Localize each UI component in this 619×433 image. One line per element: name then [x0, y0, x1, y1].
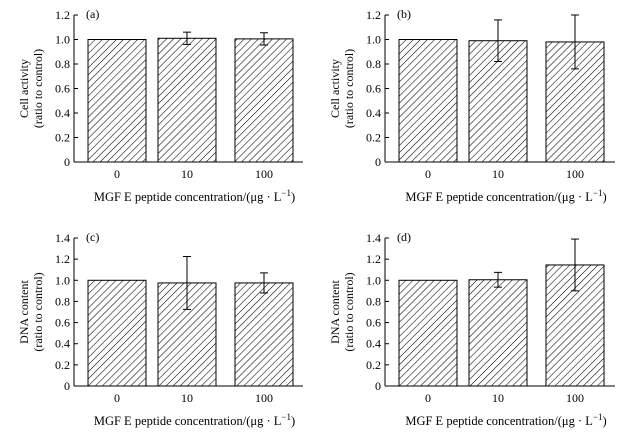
y-tick-label: 0.2 — [55, 358, 70, 372]
y-axis-title-line1: DNA content — [17, 280, 31, 344]
x-axis-title-end: ) — [602, 414, 606, 428]
bar-0 — [398, 279, 458, 387]
bar-100 — [234, 282, 294, 387]
x-axis-title-superscript: −1 — [593, 412, 603, 422]
y-tick-label: 0.2 — [366, 131, 381, 145]
x-tick-label: 100 — [566, 167, 584, 181]
y-tick-label: 0 — [375, 155, 381, 169]
y-tick-label: 1.2 — [55, 252, 70, 266]
y-tick-label: 0.8 — [366, 57, 381, 71]
x-tick-label: 10 — [181, 391, 193, 405]
x-axis-title: MGF E peptide concentration/(μg · L−1) — [94, 188, 295, 204]
bar-100 — [234, 38, 294, 163]
x-axis-title-main: MGF E peptide concentration/(μg · L — [94, 190, 282, 204]
x-tick-label: 100 — [255, 167, 273, 181]
panel-c: 0 0.2 0.4 0.6 0.8 1.0 1.2 1.4 0 10 100 (c) DNA conte… — [17, 230, 303, 428]
x-tick-label: 0 — [425, 391, 431, 405]
y-tick-label: 0.4 — [366, 337, 381, 351]
x-tick-label: 100 — [566, 391, 584, 405]
x-axis-title-superscript: −1 — [593, 188, 603, 198]
x-axis-title: MGF E peptide concentration/(μg · L−1) — [94, 412, 295, 428]
y-axis-title-line1: Cell activity — [328, 59, 342, 118]
y-tick-label: 0.8 — [55, 57, 70, 71]
y-tick-label: 1.0 — [366, 33, 381, 47]
x-axis-title-main: MGF E peptide concentration/(μg · L — [94, 414, 282, 428]
y-tick-label: 0 — [64, 379, 70, 393]
y-tick-label: 0.4 — [55, 337, 70, 351]
x-axis-title-end: ) — [291, 190, 295, 204]
y-tick-label: 0.6 — [366, 316, 381, 330]
x-tick-label: 0 — [114, 391, 120, 405]
y-tick-label: 0.6 — [55, 316, 70, 330]
panel-d: 0 0.2 0.4 0.6 0.8 1.0 1.2 1.4 0 10 100 (d) DNA conte… — [328, 230, 615, 428]
y-tick-label: 1.4 — [366, 231, 381, 245]
x-axis-title-superscript: −1 — [281, 412, 291, 422]
x-axis-title-end: ) — [291, 414, 295, 428]
y-tick-label: 0.2 — [366, 358, 381, 372]
x-tick-label: 10 — [492, 167, 504, 181]
y-tick-label: 0.8 — [366, 294, 381, 308]
panel-label: (d) — [397, 230, 411, 244]
panel-label: (a) — [86, 7, 99, 21]
panel-label: (c) — [86, 230, 99, 244]
panel-label: (b) — [397, 7, 411, 21]
x-tick-label: 10 — [181, 167, 193, 181]
y-tick-label: 0.6 — [55, 82, 70, 96]
y-tick-label: 0.4 — [55, 106, 70, 120]
y-tick-label: 0.2 — [55, 131, 70, 145]
x-tick-label: 100 — [255, 391, 273, 405]
x-tick-label: 0 — [114, 167, 120, 181]
x-axis-title: MGF E peptide concentration/(μg · L−1) — [405, 412, 606, 428]
x-axis-title-main: MGF E peptide concentration/(μg · L — [405, 190, 593, 204]
bar-0 — [398, 39, 458, 163]
y-axis-title-line1: Cell activity — [17, 59, 31, 118]
x-tick-label: 0 — [425, 167, 431, 181]
y-tick-label: 0 — [375, 379, 381, 393]
y-tick-label: 1.0 — [366, 273, 381, 287]
y-axis-title-line2: (ratio to control) — [342, 49, 356, 128]
y-tick-label: 0.6 — [366, 82, 381, 96]
y-tick-label: 1.2 — [366, 252, 381, 266]
y-tick-label: 1.0 — [55, 33, 70, 47]
y-tick-label: 0.4 — [366, 106, 381, 120]
y-axis-title-line2: (ratio to control) — [342, 272, 356, 351]
y-tick-label: 1.0 — [55, 273, 70, 287]
y-axis-title-line1: DNA content — [328, 280, 342, 344]
y-axis-title-line2: (ratio to control) — [31, 272, 45, 351]
bar-10 — [157, 37, 217, 163]
x-axis-title-end: ) — [602, 190, 606, 204]
y-tick-label: 1.4 — [55, 231, 70, 245]
y-tick-label: 1.2 — [366, 8, 381, 22]
panel-a: 0 0.2 0.4 0.6 0.8 1.0 1.2 0 10 100 (a) Cell activit… — [17, 7, 303, 204]
x-axis-title-superscript: −1 — [281, 188, 291, 198]
y-axis-title-line2: (ratio to control) — [31, 49, 45, 128]
x-axis-title: MGF E peptide concentration/(μg · L−1) — [405, 188, 606, 204]
y-tick-label: 0 — [64, 155, 70, 169]
bar-0 — [87, 279, 147, 387]
y-tick-label: 0.8 — [55, 294, 70, 308]
y-tick-label: 1.2 — [55, 8, 70, 22]
panel-b: 0 0.2 0.4 0.6 0.8 1.0 1.2 0 10 100 (b) Cell activit… — [328, 7, 615, 204]
bar-10 — [468, 279, 528, 387]
bar-0 — [87, 39, 147, 163]
x-tick-label: 10 — [492, 391, 504, 405]
x-axis-title-main: MGF E peptide concentration/(μg · L — [405, 414, 593, 428]
